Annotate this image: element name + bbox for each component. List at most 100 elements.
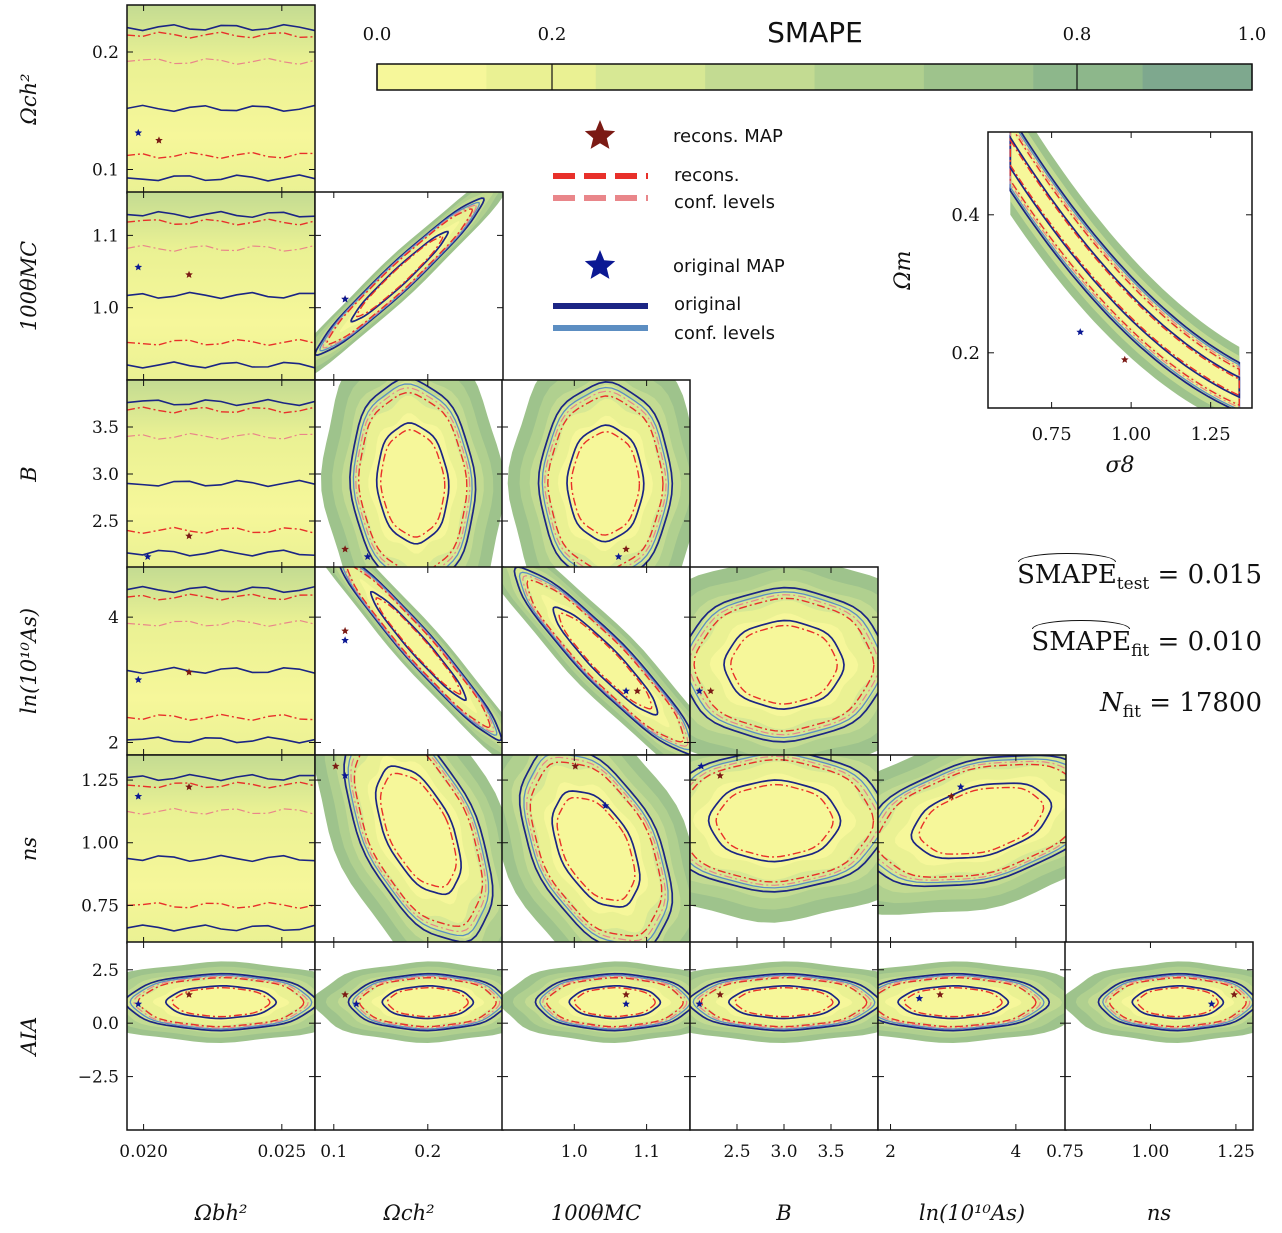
contour-line [326, 208, 474, 345]
contour-line [343, 755, 494, 943]
contour-line [347, 972, 503, 1032]
colorbar-tick-label: 1.0 [1238, 24, 1267, 45]
contour-line [164, 984, 278, 1020]
contour-line [341, 567, 498, 736]
contour-line [1009, 137, 1240, 397]
y-tick-label: 0.1 [92, 161, 119, 181]
contour-line [355, 235, 444, 318]
contour-line [127, 593, 315, 601]
panel-frame [1064, 941, 1254, 1131]
contour-line [350, 230, 449, 323]
axis-labels: Ωch² 100θMC Bln(10¹⁰As) ns AIA Ωbh² Ωch² 100θMC… [17, 73, 1171, 1225]
x-tick-label: 3.5 [817, 1142, 844, 1162]
original-map-marker [601, 801, 610, 809]
contour-line [707, 779, 842, 863]
panel-r1-c1 [314, 191, 504, 381]
recons-map-marker [185, 783, 193, 791]
smape-region [558, 983, 672, 1022]
recons-map-marker [622, 545, 630, 553]
contour-line [127, 406, 315, 414]
recons-map-marker [716, 771, 724, 779]
contour-line [355, 387, 471, 568]
y-tick-label: 4 [108, 608, 119, 628]
panel-r0-c0: 0.2 0.1 [92, 4, 316, 194]
contour-line [918, 786, 1045, 855]
smape-region [371, 983, 485, 1022]
y-tick-label: 0.75 [81, 896, 119, 916]
smape-region [544, 782, 648, 916]
panel-background [127, 380, 315, 568]
colorbar: SMAPE 0.0 0.2 0.8 1.0 [363, 16, 1267, 91]
y-tick-label: 1.0 [92, 299, 119, 319]
original-map-marker [341, 636, 349, 644]
contour-line [734, 986, 834, 1018]
original-map-marker [363, 552, 372, 560]
panel-background [127, 755, 315, 943]
row-label: B [17, 466, 41, 482]
smape-fit-label: SMAPE [1031, 620, 1132, 657]
inset-x-tick-label: 1.00 [1111, 424, 1151, 445]
contour-line [897, 984, 1010, 1020]
y-tick-label: 1.25 [81, 771, 119, 791]
recons-map-marker [331, 762, 340, 770]
col-label: ns [1147, 1201, 1172, 1225]
contour-line [375, 422, 450, 545]
colorbar-segment [1033, 64, 1144, 90]
smape-region [541, 594, 670, 728]
contour-line [690, 586, 878, 743]
x-tick-label: 1.00 [1132, 1142, 1170, 1162]
panel-r5-c3: 2.5 3.0 3.5 [689, 941, 879, 1162]
inset-sigma8-omegam: 0.75 1.00 1.25 0.4 0.2 σ8 Ωm [891, 131, 1253, 478]
contour-line [127, 151, 315, 160]
colorbar-tick-label: 0.2 [538, 24, 567, 45]
panel-r4-c1 [314, 754, 504, 944]
contour-line [544, 390, 667, 568]
x-tick-label: 2 [885, 1142, 896, 1162]
legend-original-map: original MAP [673, 256, 785, 277]
smape-region [715, 983, 853, 1022]
recons-map-marker [633, 687, 642, 695]
colorbar-title: SMAPE [767, 16, 863, 49]
contour-line [730, 624, 838, 705]
contour-line [127, 104, 315, 113]
contour-line [518, 755, 674, 943]
smape-fit-stat: SMAPEfit = 0.010 [1031, 620, 1262, 661]
contour-line [171, 986, 271, 1018]
inset-xlabel: σ8 [1105, 453, 1134, 478]
inset-y-tick-label: 0.2 [951, 343, 980, 364]
contour-line [127, 432, 315, 441]
colorbar-tick-label: 0.0 [363, 24, 392, 45]
panel-r2-c0: 3.5 3.0 2.5 [92, 379, 316, 569]
colorbar-segment [486, 64, 597, 90]
contour-line [1108, 976, 1247, 1028]
recons-map-marker [936, 990, 944, 998]
contour-line [343, 567, 495, 733]
contour-line [357, 392, 468, 568]
panel-r3-c3 [689, 566, 879, 756]
contour-line [690, 591, 878, 739]
x-tick-label: 0.025 [257, 1142, 306, 1162]
x-tick-label: 0.1 [320, 1142, 347, 1162]
contour-line [568, 984, 662, 1020]
row-label: ns [17, 837, 41, 862]
contour-line [545, 976, 684, 1028]
contour-line [1097, 972, 1253, 1032]
original-map-marker [622, 687, 630, 695]
original-map-marker [352, 1000, 361, 1008]
contour-line [558, 612, 653, 710]
original-map-marker [1207, 1000, 1216, 1008]
contour-line [375, 597, 462, 695]
contour-line [127, 244, 315, 252]
panel-r4-c4 [877, 754, 1067, 944]
panel-r5-c2: 1.0 1.1 [501, 941, 691, 1162]
recons-map-marker [185, 990, 193, 998]
contour-line [1009, 132, 1241, 408]
contour-line [1009, 134, 1241, 399]
contour-line [127, 854, 315, 863]
smape-region [1010, 132, 1240, 403]
smape-region [367, 755, 469, 905]
panel-background [127, 5, 315, 193]
contour-line [878, 763, 1066, 878]
legend-recons-line1: recons. [674, 165, 740, 186]
